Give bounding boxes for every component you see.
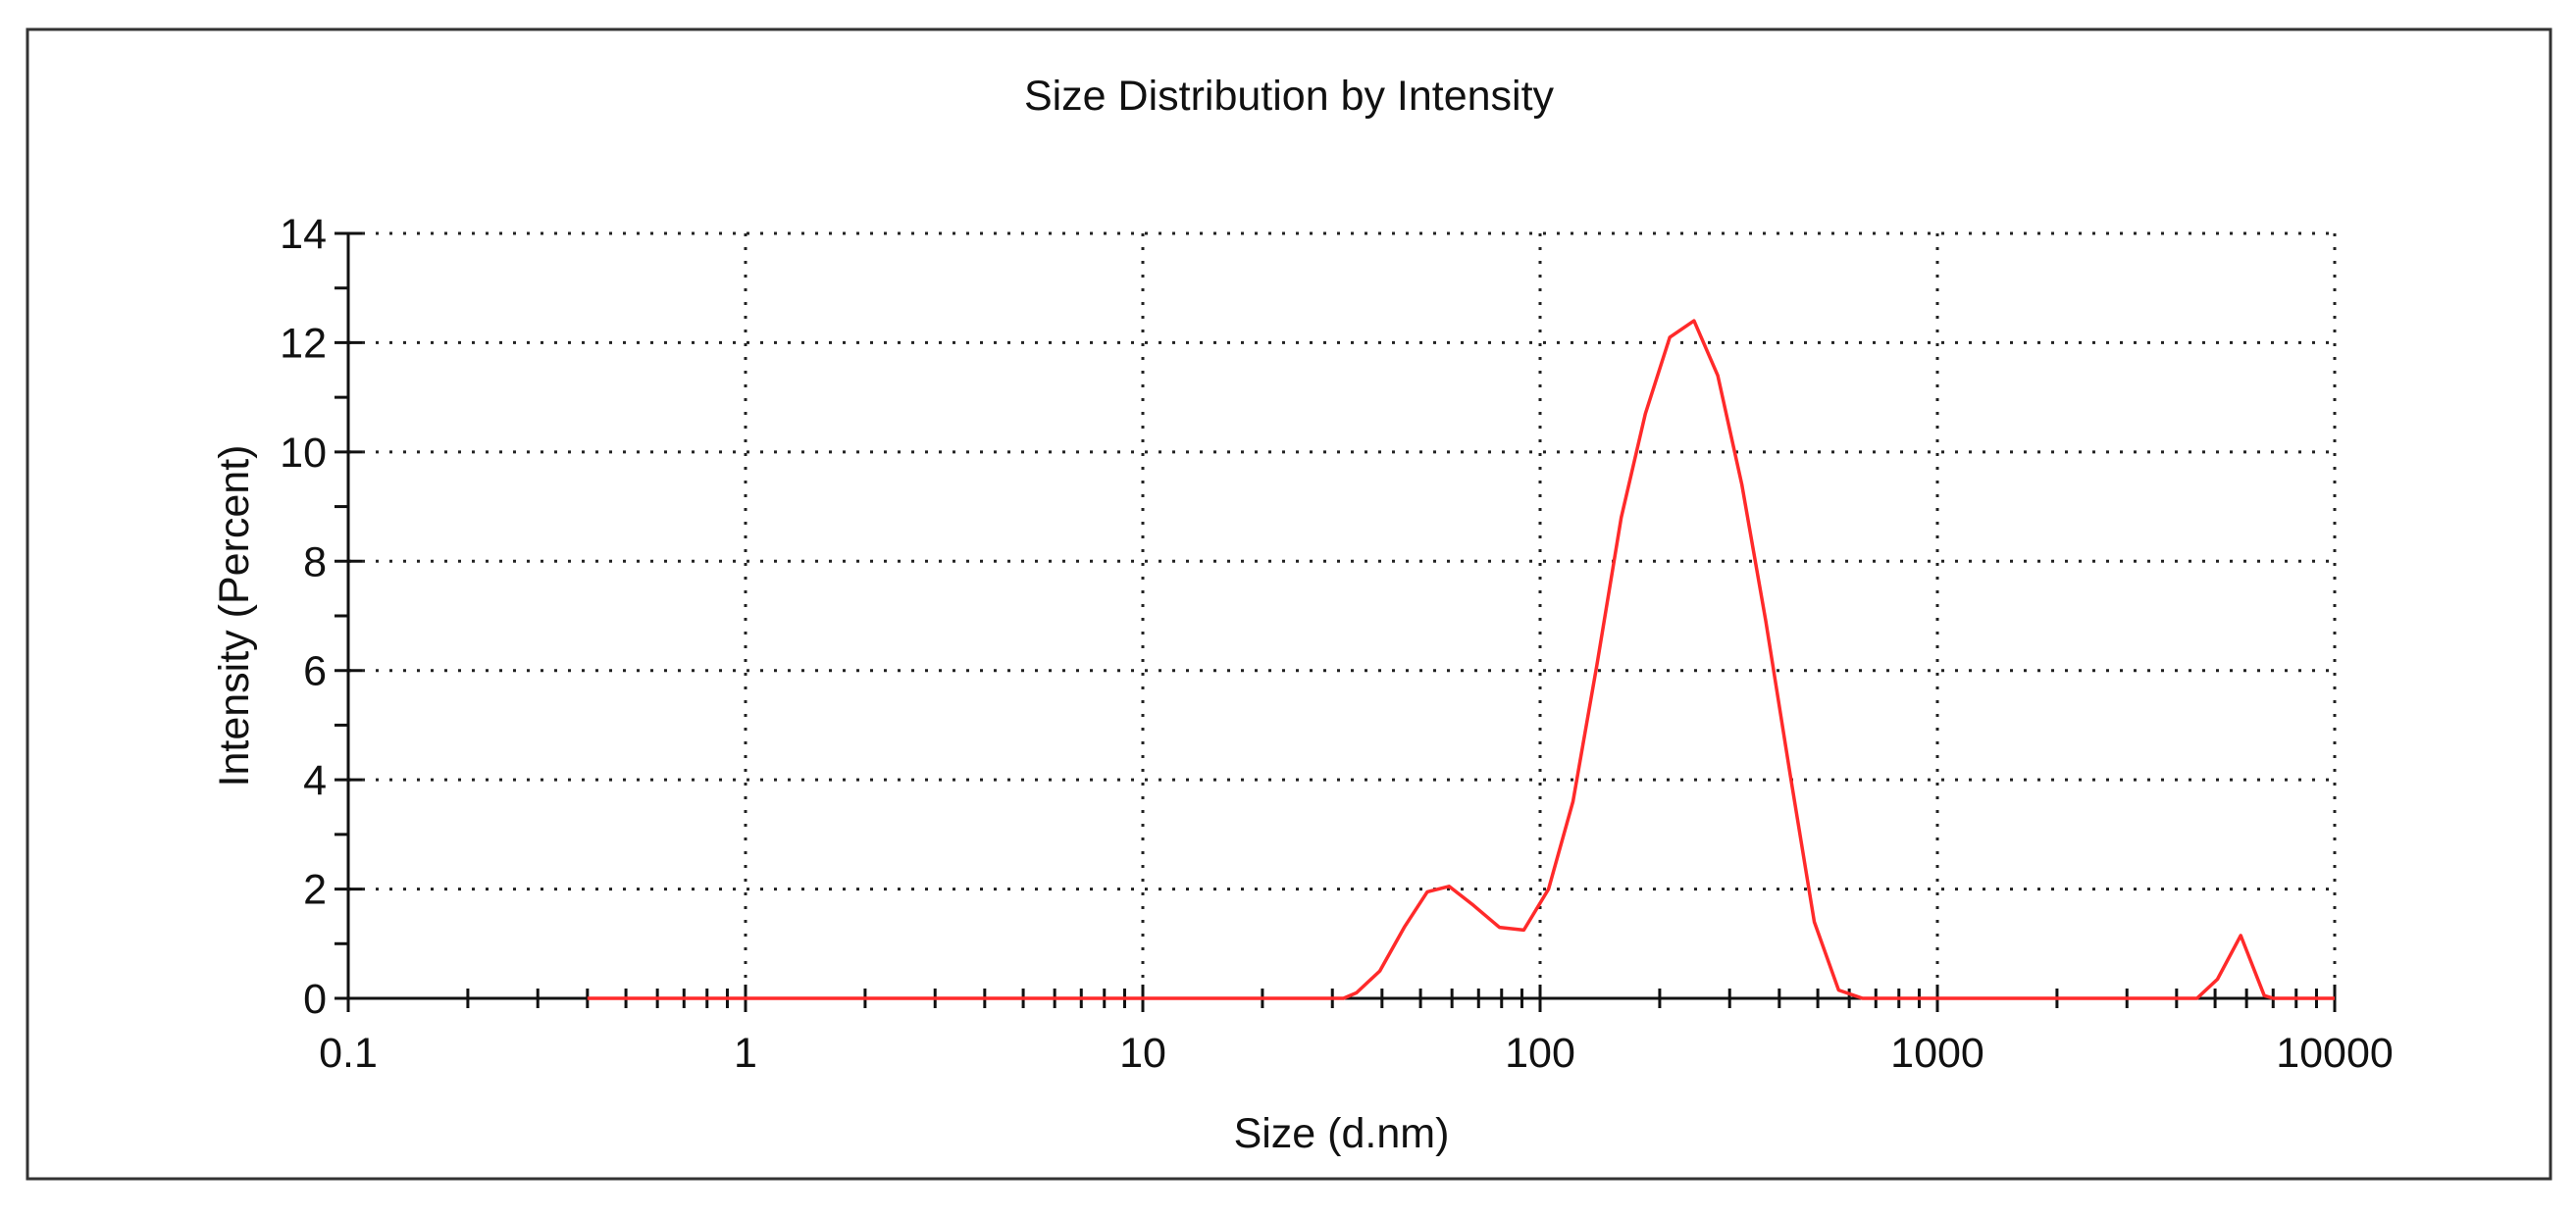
grid-lines bbox=[348, 231, 2337, 998]
chart-border bbox=[26, 27, 2552, 1181]
x-tick-label: 10000 bbox=[2276, 1030, 2394, 1077]
chart-title: Size Distribution by Intensity bbox=[1024, 73, 1555, 120]
y-tick-label: 8 bbox=[303, 538, 327, 585]
x-tick-label: 10 bbox=[1119, 1030, 1166, 1077]
x-axis-label: Size (d.nm) bbox=[1234, 1110, 1450, 1157]
y-tick-label: 0 bbox=[303, 976, 327, 1023]
y-axis-label: Intensity (Percent) bbox=[211, 445, 258, 787]
series-line bbox=[587, 319, 2335, 1000]
y-tick-label: 14 bbox=[280, 211, 327, 258]
y-tick-label: 10 bbox=[280, 430, 327, 477]
x-tick-label: 1000 bbox=[1890, 1030, 1984, 1077]
y-tick-label: 12 bbox=[280, 320, 327, 367]
y-tick-label: 2 bbox=[303, 867, 327, 914]
series-layer bbox=[587, 319, 2335, 1000]
y-tick-label: 6 bbox=[303, 648, 327, 695]
y-tick-label: 4 bbox=[303, 757, 327, 804]
x-tick-label: 1 bbox=[734, 1030, 757, 1077]
x-tick-label: 100 bbox=[1505, 1030, 1575, 1077]
x-tick-label: 0.1 bbox=[319, 1030, 378, 1077]
axis-ticks: 0 2 4 6 8 10 12 14 0.1 1 10 100 1000 10000 bbox=[280, 211, 2394, 1077]
